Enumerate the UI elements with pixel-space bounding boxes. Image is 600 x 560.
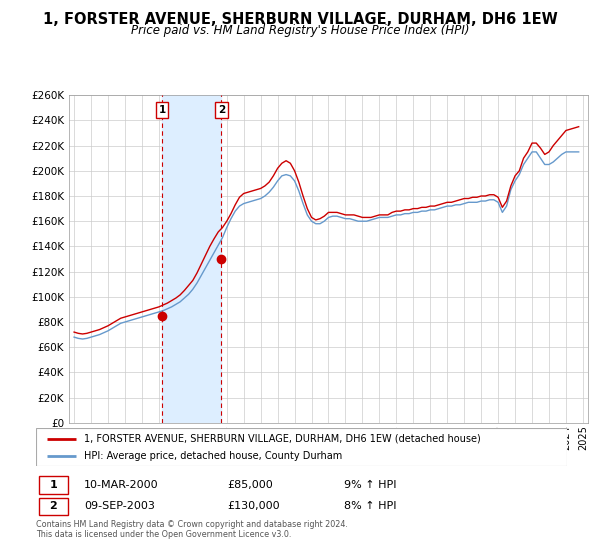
Text: Contains HM Land Registry data © Crown copyright and database right 2024.
This d: Contains HM Land Registry data © Crown c… — [36, 520, 348, 539]
Text: HPI: Average price, detached house, County Durham: HPI: Average price, detached house, Coun… — [84, 451, 342, 461]
Text: 8% ↑ HPI: 8% ↑ HPI — [344, 501, 397, 511]
Text: £130,000: £130,000 — [227, 501, 280, 511]
Text: 1: 1 — [49, 480, 57, 490]
Bar — [38, 476, 68, 494]
Text: 1, FORSTER AVENUE, SHERBURN VILLAGE, DURHAM, DH6 1EW: 1, FORSTER AVENUE, SHERBURN VILLAGE, DUR… — [43, 12, 557, 27]
Text: 09-SEP-2003: 09-SEP-2003 — [84, 501, 155, 511]
Bar — [38, 497, 68, 515]
Text: 10-MAR-2000: 10-MAR-2000 — [84, 480, 158, 490]
Text: 2: 2 — [218, 105, 225, 115]
Text: 9% ↑ HPI: 9% ↑ HPI — [344, 480, 397, 490]
Text: Price paid vs. HM Land Registry's House Price Index (HPI): Price paid vs. HM Land Registry's House … — [131, 24, 469, 37]
Text: 1, FORSTER AVENUE, SHERBURN VILLAGE, DURHAM, DH6 1EW (detached house): 1, FORSTER AVENUE, SHERBURN VILLAGE, DUR… — [84, 433, 481, 444]
Text: £85,000: £85,000 — [227, 480, 273, 490]
Text: 1: 1 — [158, 105, 166, 115]
Bar — [162, 95, 221, 423]
Text: 2: 2 — [49, 501, 57, 511]
